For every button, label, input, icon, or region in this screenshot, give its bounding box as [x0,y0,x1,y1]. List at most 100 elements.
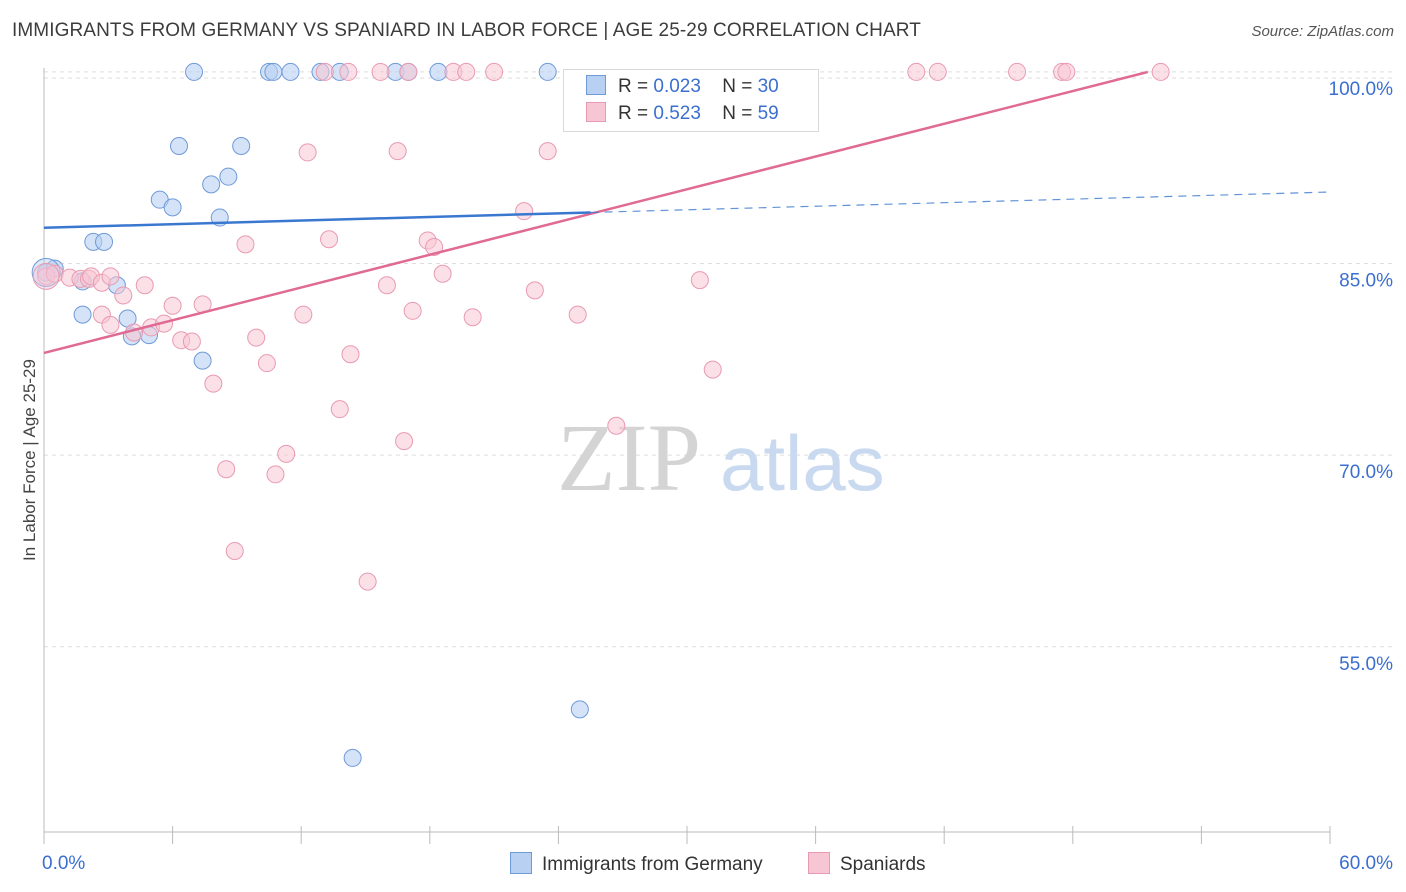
germany-point [202,175,221,194]
spaniards-point [425,237,444,256]
x-tick-label-max: 60.0% [1339,853,1393,874]
germany-point [193,351,212,370]
spaniards-point [1057,62,1076,81]
spaniards-point [515,202,534,221]
germany-trend-line [43,211,591,230]
spaniards-point [163,296,182,315]
spaniards-point [538,142,557,161]
spaniards-point [320,230,339,249]
spaniards-point [485,62,504,81]
gridlines [44,71,1394,648]
germany-point [429,62,448,81]
spaniards-point [182,332,201,351]
r-label: R = [618,103,649,124]
germany-point [170,137,189,156]
spaniards-point [907,62,926,81]
watermark-zip: ZIP [557,404,701,511]
n-label: N = [722,103,753,124]
germany-points [31,62,589,767]
spaniards-point [204,374,223,393]
stats-legend: R = 0.023 N = 30 R = 0.523 N = 59 [563,69,819,132]
spaniards-point [928,62,947,81]
germany-point [95,232,114,251]
legend-item-germany: Immigrants from Germany [510,852,763,876]
y-tick-label-85: 85.0% [1339,271,1393,292]
spaniards-point [247,328,266,347]
spaniards-point [568,305,587,324]
spaniards-point [703,360,722,379]
spaniards-point [1008,62,1027,81]
spaniards-point [225,541,244,560]
spaniards-point [277,444,296,463]
legend-row-germany: R = 0.023 N = 30 [586,75,779,98]
spaniards-point [339,62,358,81]
germany-point [281,62,300,81]
spaniards-swatch [586,102,606,122]
spaniards-point [457,62,476,81]
spaniards-points [32,62,1170,591]
trend-lines [43,70,1331,355]
source-credit: Source: ZipAtlas.com [1251,23,1394,40]
germany-point [538,62,557,81]
germany-point [73,305,92,324]
spaniards-point [358,572,377,591]
spaniards-point [395,432,414,451]
n-label: N = [722,76,753,97]
y-tick-label-70: 70.0% [1339,462,1393,483]
spaniards-point [377,276,396,295]
chart-title: IMMIGRANTS FROM GERMANY VS SPANIARD IN L… [12,20,921,41]
y-tick-label-55: 55.0% [1339,654,1393,675]
spaniards-point [433,264,452,283]
legend-row-spaniards: R = 0.523 N = 59 [586,102,779,125]
germany-legend-swatch [510,852,532,874]
x-tick-label-min: 0.0% [42,853,85,874]
spaniards-point [525,281,544,300]
germany-swatch [586,75,606,95]
germany-point [219,167,238,186]
spaniards-point [217,460,236,479]
zipatlas-watermark: ZIP atlas [557,404,885,511]
spaniards-point [388,142,407,161]
spaniards-point [607,416,626,435]
spaniards-point [266,465,285,484]
spaniards-point [101,267,120,286]
germany-point [232,137,251,156]
spaniards-r-value: 0.523 [653,103,701,124]
germany-trend-extension [590,191,1331,214]
spaniards-point [101,315,120,334]
germany-r-value: 0.023 [653,76,701,97]
axes [43,68,1331,844]
y-tick-label-100: 100.0% [1329,79,1394,100]
spaniards-point [294,305,313,324]
spaniards-point [371,62,390,81]
legend-item-spaniards: Spaniards [808,852,926,876]
germany-point [185,62,204,81]
spaniards-point-large [32,262,60,290]
germany-point [343,748,362,767]
spaniards-point [298,143,317,162]
spaniards-point [690,271,709,290]
r-label: R = [618,76,649,97]
spaniards-point [1151,62,1170,81]
spaniards-point [257,354,276,373]
spaniards-point [399,62,418,81]
spaniards-point [236,235,255,254]
spaniards-point [135,276,154,295]
germany-point [264,62,283,81]
spaniards-point [463,308,482,327]
tick-labels: 55.0% 70.0% 85.0% 100.0% 0.0% 60.0% [42,79,1393,874]
spaniards-point [114,286,133,305]
spaniards-point [341,345,360,364]
spaniards-legend-swatch [808,852,830,874]
watermark-atlas: atlas [720,419,885,507]
germany-n-value: 30 [757,76,779,97]
spaniards-legend-label: Spaniards [840,854,926,875]
germany-point [163,198,182,217]
germany-point [570,700,589,719]
spaniards-point [403,301,422,320]
spaniards-n-value: 59 [757,103,779,124]
germany-legend-label: Immigrants from Germany [542,854,763,875]
spaniards-point [330,400,349,419]
spaniards-point [315,62,334,81]
